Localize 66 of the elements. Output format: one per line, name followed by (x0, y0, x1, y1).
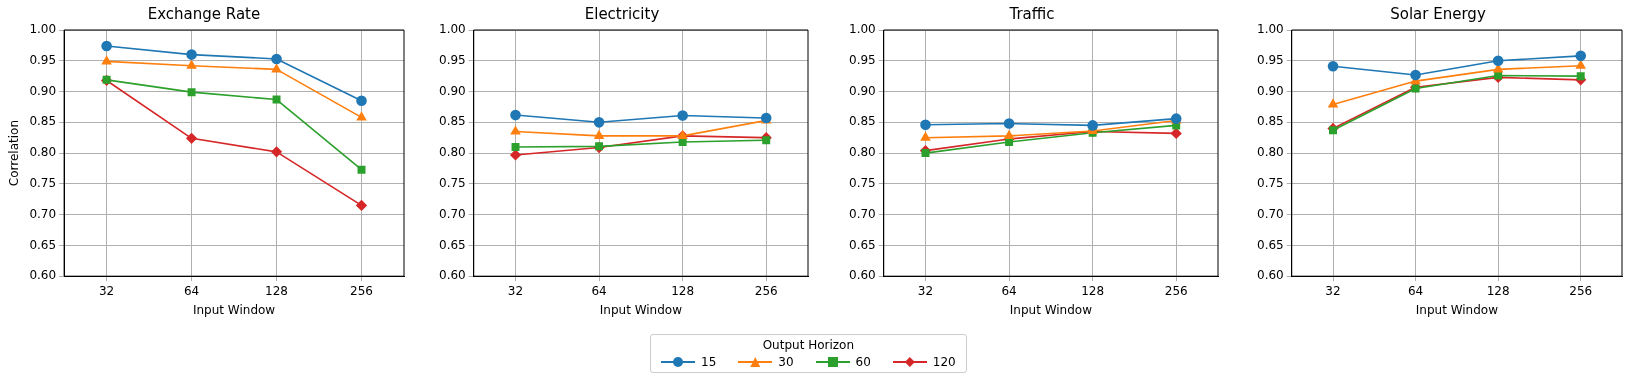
y-tick-label: 0.75 (1257, 176, 1284, 190)
y-tick-label: 0.80 (1257, 145, 1284, 160)
x-tick-label: 256 (350, 283, 373, 298)
y-tick-label: 1.00 (439, 22, 466, 37)
x-tick-label: 64 (591, 283, 607, 298)
y-tick-label: 0.65 (439, 237, 466, 252)
y-tick-label: 0.60 (849, 268, 876, 283)
x-tick-label: 128 (671, 283, 695, 298)
x-tick-label: 32 (98, 283, 115, 298)
y-tick-label: 0.75 (29, 176, 57, 190)
y-axis-title: Correlation (7, 120, 22, 187)
x-tick-label: 32 (507, 283, 524, 298)
y-tick-label: 0.95 (849, 52, 876, 67)
y-tick-label: 0.75 (439, 176, 466, 190)
y-tick-label: 0.70 (29, 206, 57, 221)
y-tick-label: 0.85 (29, 114, 57, 129)
x-tick-label: 256 (754, 283, 778, 298)
y-tick-label: 0.95 (29, 52, 57, 67)
x-tick-label: 32 (1325, 283, 1341, 298)
y-tick-label: 0.95 (1257, 52, 1284, 67)
legend-label: 30 (778, 355, 794, 369)
y-tick-label: 0.65 (849, 237, 876, 252)
y-tick-label: 1.00 (1257, 22, 1284, 37)
chart-title: Solar Energy (1390, 4, 1486, 23)
x-tick-label: 32 (917, 283, 934, 298)
chart-title: Traffic (1008, 4, 1055, 23)
y-tick-label: 0.70 (1257, 206, 1284, 221)
x-axis-title: Input Window (1009, 302, 1093, 317)
y-tick-label: 0.60 (439, 268, 466, 283)
y-tick-label: 0.70 (849, 206, 876, 221)
y-tick-label: 0.65 (1257, 237, 1284, 252)
y-tick-label: 0.80 (439, 145, 466, 160)
y-tick-label: 1.00 (849, 22, 876, 37)
y-tick-label: 0.70 (439, 206, 466, 221)
x-tick-label: 128 (1486, 283, 1510, 298)
x-tick-label: 64 (183, 283, 200, 298)
y-tick-label: 0.60 (1257, 268, 1284, 283)
y-tick-label: 0.85 (1257, 114, 1284, 129)
chart-title: Exchange Rate (147, 4, 261, 23)
y-tick-label: 0.80 (849, 145, 876, 160)
y-tick-label: 0.65 (29, 237, 57, 252)
y-tick-label: 1.00 (29, 22, 57, 37)
x-tick-label: 64 (1407, 283, 1424, 298)
y-tick-label: 0.95 (439, 52, 466, 67)
y-tick-label: 0.85 (439, 114, 466, 129)
y-tick-label: 0.90 (849, 83, 876, 98)
x-tick-label: 256 (1164, 283, 1188, 298)
y-tick-label: 0.90 (29, 83, 57, 98)
x-axis-title: Input Window (599, 302, 683, 317)
x-tick-label: 128 (1081, 283, 1105, 298)
chart-title: Electricity (584, 4, 660, 23)
legend-title: Output Horizon (761, 338, 856, 352)
x-tick-label: 64 (1001, 283, 1017, 298)
x-axis-title: Input Window (1415, 302, 1499, 317)
x-axis-title: Input Window (192, 302, 276, 317)
y-tick-label: 0.75 (849, 176, 876, 190)
x-tick-label: 128 (265, 283, 288, 298)
legend-label: 120 (932, 355, 956, 369)
y-tick-label: 0.90 (439, 83, 466, 98)
legend-label: 15 (701, 355, 717, 369)
y-tick-label: 0.85 (849, 114, 876, 129)
y-tick-label: 0.80 (29, 145, 57, 160)
y-tick-label: 0.90 (1257, 83, 1284, 98)
legend-label: 60 (855, 355, 871, 369)
x-tick-label: 256 (1569, 283, 1593, 298)
y-tick-label: 0.60 (29, 268, 57, 283)
